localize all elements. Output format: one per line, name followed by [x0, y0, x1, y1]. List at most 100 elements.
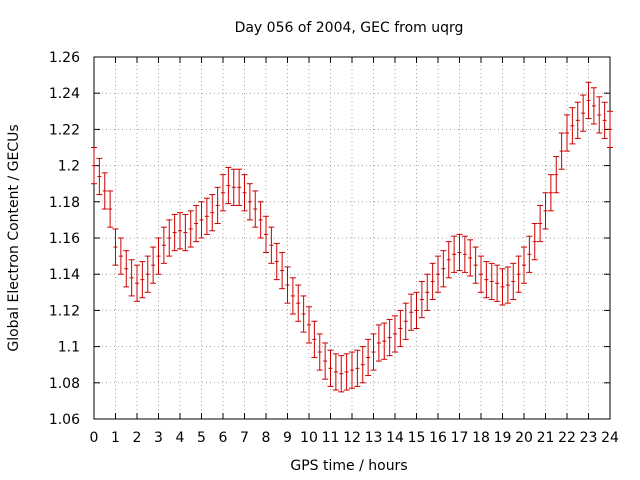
error-bar-point: [289, 277, 296, 315]
error-bar-point: [160, 226, 167, 264]
error-bar-point: [144, 255, 151, 293]
error-bar-point: [198, 201, 205, 239]
x-tick-label: 7: [240, 430, 249, 446]
y-axis-label: Global Electron Content / GECUs: [6, 124, 22, 351]
error-bar-point: [257, 201, 264, 239]
x-tick-label: 24: [601, 430, 619, 446]
error-bar-point: [322, 342, 329, 380]
error-bar-point: [268, 226, 275, 264]
error-bar-point: [526, 235, 533, 273]
error-bar-point: [284, 266, 291, 304]
error-bar-point: [510, 262, 517, 301]
error-bar-point: [461, 235, 468, 273]
error-bar-point: [488, 262, 495, 301]
x-tick-label: 15: [408, 430, 426, 446]
error-bar-point: [558, 132, 565, 170]
y-tick-label: 1.16: [49, 231, 80, 247]
y-tick-label: 1.06: [49, 412, 80, 428]
x-tick-label: 3: [154, 430, 163, 446]
y-tick-label: 1.1: [58, 340, 80, 356]
error-bar-point: [338, 355, 345, 393]
y-tick-label: 1.18: [49, 195, 80, 211]
axis-ticks: [93, 56, 611, 420]
error-bar-point: [424, 273, 431, 311]
error-bar-point: [236, 168, 243, 206]
error-bar-point: [171, 213, 178, 252]
error-bar-point: [225, 166, 232, 205]
x-tick-label: 11: [322, 430, 340, 446]
x-tick-label: 9: [283, 430, 292, 446]
x-tick-label: 14: [386, 430, 404, 446]
error-bar-point: [209, 194, 216, 232]
error-bar-point: [397, 309, 404, 348]
error-bar-point: [112, 228, 119, 266]
error-bar-point: [408, 293, 415, 331]
error-bar-point: [101, 172, 108, 210]
x-tick-label: 22: [558, 430, 576, 446]
error-bar-point: [483, 261, 490, 299]
x-tick-label: 21: [537, 430, 555, 446]
error-bar-point: [123, 250, 130, 288]
x-tick-label: 1: [111, 430, 120, 446]
error-bar-point: [91, 147, 97, 185]
x-tick-label: 16: [429, 430, 447, 446]
error-bar-point: [456, 233, 463, 272]
error-bar-point: [279, 251, 286, 290]
y-tick-label: 1.08: [49, 376, 80, 392]
error-bar-point: [542, 192, 549, 230]
error-bar-point: [370, 333, 377, 371]
error-bar-point: [316, 333, 323, 371]
error-bar-point: [418, 280, 425, 319]
x-tick-label: 12: [343, 430, 361, 446]
error-bar-point: [467, 239, 474, 277]
chart-title: Day 056 of 2004, GEC from uqrg: [235, 20, 464, 36]
error-bar-point: [429, 262, 436, 301]
error-bar-point: [451, 235, 458, 273]
error-bar-point: [504, 266, 511, 304]
error-bar-point: [96, 157, 103, 196]
error-bar-point: [134, 264, 140, 302]
x-tick-label: 13: [365, 430, 383, 446]
error-bar-point: [537, 204, 544, 243]
x-tick-label: 18: [472, 430, 490, 446]
error-bar-point: [515, 255, 522, 293]
x-tick-label: 20: [515, 430, 533, 446]
error-bar-point: [580, 94, 587, 132]
x-tick-label: 19: [494, 430, 512, 446]
x-tick-label: 0: [90, 430, 99, 446]
error-bar-point: [230, 168, 237, 206]
error-bar-point: [300, 295, 307, 333]
x-tick-label: 2: [133, 430, 142, 446]
x-tick-label: 17: [451, 430, 469, 446]
error-bar-point: [203, 197, 210, 235]
error-bar-point: [402, 302, 409, 340]
error-bar-point: [445, 241, 452, 279]
error-bar-point: [311, 320, 318, 358]
error-bar-point: [128, 259, 135, 297]
error-bar-point: [349, 351, 355, 389]
error-bar-point: [107, 190, 114, 228]
error-bar-point: [246, 183, 253, 221]
error-bar-point: [386, 318, 393, 357]
error-bar-point: [596, 96, 603, 134]
error-bar-point: [365, 338, 372, 377]
error-bar-point: [166, 219, 173, 257]
error-bar-point: [295, 284, 302, 322]
x-tick-label: 6: [219, 430, 228, 446]
error-bar-point: [214, 186, 221, 225]
error-bar-point: [574, 101, 581, 139]
error-bar-point: [553, 156, 560, 194]
error-bar-point: [150, 246, 157, 284]
y-tick-label: 1.14: [49, 267, 80, 283]
error-bar-point: [332, 353, 339, 391]
error-bar-point: [343, 353, 350, 391]
error-bar-point: [531, 223, 538, 261]
error-bar-point: [607, 110, 613, 148]
x-tick-label: 23: [580, 430, 598, 446]
error-bar-point: [590, 87, 597, 125]
x-axis-label: GPS time / hours: [290, 458, 407, 474]
error-bar-point: [187, 210, 194, 248]
y-tick-label: 1.2: [58, 159, 80, 175]
